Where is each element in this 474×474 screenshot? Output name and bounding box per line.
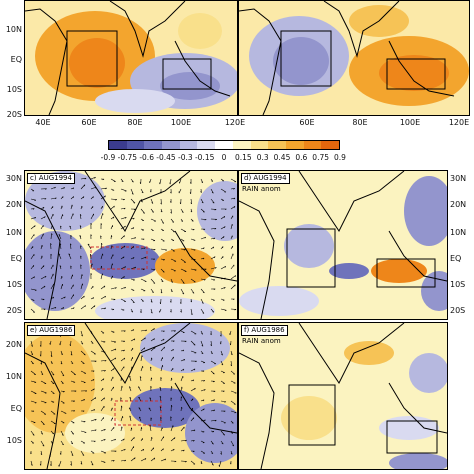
colorbar-swatch xyxy=(303,141,322,149)
colorbar-label: 0.9 xyxy=(334,153,346,162)
top-xlabel-0: 40E xyxy=(35,118,51,127)
c-ylabel-2: 10N xyxy=(5,228,22,237)
d-ylabel-3: EQ xyxy=(450,254,462,263)
top-xlabel-3: 100E xyxy=(170,118,192,127)
colorbar-swatch xyxy=(285,141,304,149)
panel-b xyxy=(238,0,470,116)
colorbar-label: -0.75 xyxy=(117,153,138,162)
colorbar-swatch xyxy=(197,141,216,149)
panel-d-subtitle: RAIN anom xyxy=(242,185,281,193)
colorbar-label: -0.9 xyxy=(100,153,116,162)
colorbar xyxy=(108,140,340,150)
panel-f: f) AUG1986 RAIN anom xyxy=(238,322,448,470)
c-ylabel-4: 10S xyxy=(6,280,22,289)
top-ylabel-0: 10N xyxy=(5,25,22,34)
panel-e-map xyxy=(25,323,237,469)
colorbar-swatch xyxy=(162,141,180,149)
panel-c: c) AUG1994 xyxy=(24,170,238,320)
panel-f-map xyxy=(239,323,447,469)
c-ylabel-5: 20S xyxy=(6,306,22,315)
panel-d: d) AUG1994 RAIN anom xyxy=(238,170,448,320)
colorbar-label: 0.15 xyxy=(234,153,252,162)
colorbar-swatch xyxy=(250,141,269,149)
panel-a-map xyxy=(25,1,237,115)
top-xlabel-r3: 100E xyxy=(399,118,421,127)
colorbar-label: -0.3 xyxy=(178,153,193,162)
c-ylabel-1: 20N xyxy=(5,200,22,209)
colorbar-label: 0.3 xyxy=(256,153,269,162)
panel-d-map xyxy=(239,171,447,319)
top-xlabel-4: 120E xyxy=(224,118,246,127)
panel-f-tag: f) AUG1986 xyxy=(241,325,288,336)
e-ylabel-2: 10N xyxy=(5,372,22,381)
d-ylabel-0: 30N xyxy=(450,174,467,183)
top-ylabel-1: EQ xyxy=(10,55,22,64)
colorbar-swatch xyxy=(109,141,127,149)
d-ylabel-2: 10N xyxy=(450,228,467,237)
e-ylabel-4: 10S xyxy=(6,436,22,445)
colorbar-label: 0.75 xyxy=(312,153,329,162)
colorbar-label: 0 xyxy=(221,153,227,162)
panel-d-tag: d) AUG1994 xyxy=(241,173,290,184)
colorbar-swatch xyxy=(126,141,145,149)
e-ylabel-1: 20N xyxy=(5,340,22,349)
colorbar-swatch xyxy=(268,141,286,149)
colorbar-label: -0.15 xyxy=(194,153,215,162)
panel-f-subtitle: RAIN anom xyxy=(242,337,281,345)
colorbar-label: 0.6 xyxy=(295,153,308,162)
top-xlabel-r4: 120E xyxy=(448,118,470,127)
top-xlabel-1: 60E xyxy=(81,118,97,127)
colorbar-swatch xyxy=(321,141,339,149)
top-ylabel-2: 10S xyxy=(6,85,22,94)
colorbar-label: -0.6 xyxy=(139,153,154,162)
colorbar-swatch xyxy=(144,141,163,149)
colorbar-label: -0.45 xyxy=(156,153,176,162)
c-ylabel-0: 30N xyxy=(5,174,22,183)
colorbar-swatch xyxy=(215,141,233,149)
top-xlabel-2: 80E xyxy=(127,118,143,127)
top-xlabel-r2: 80E xyxy=(352,118,368,127)
top-xlabel-r1: 60E xyxy=(299,118,315,127)
d-ylabel-4: 10S xyxy=(450,280,466,289)
panel-c-map xyxy=(25,171,237,319)
panel-b-map xyxy=(239,1,469,115)
colorbar-label: 0.45 xyxy=(273,153,291,162)
colorbar-swatch xyxy=(179,141,198,149)
panel-e-tag: e) AUG1986 xyxy=(27,325,76,336)
panel-e: e) AUG1986 xyxy=(24,322,238,470)
d-ylabel-5: 20S xyxy=(450,306,466,315)
colorbar-swatch xyxy=(232,141,251,149)
e-ylabel-3: EQ xyxy=(10,404,22,413)
c-ylabel-3: EQ xyxy=(10,254,22,263)
panel-c-tag: c) AUG1994 xyxy=(27,173,75,184)
panel-a xyxy=(24,0,238,116)
top-ylabel-3: 20S xyxy=(6,110,22,119)
d-ylabel-1: 20N xyxy=(450,200,467,209)
